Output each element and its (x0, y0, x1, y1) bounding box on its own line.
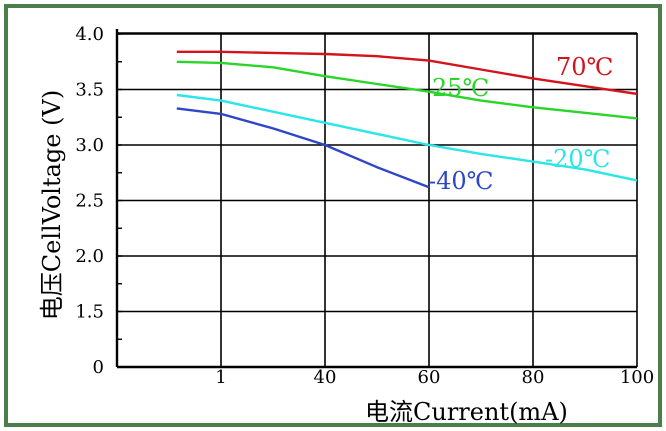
axes (115, 29, 637, 369)
y-tick-labels: 0 1.5 2.0 2.5 3.0 3.5 4.0 (75, 24, 104, 378)
y-tick-label: 3.0 (75, 135, 104, 156)
plot-area: 1 40 60 80 100 0 1.5 2.0 2.5 3.0 3.5 4.0 70℃ 25℃ -20… (75, 24, 654, 388)
x-tick-label: 80 (522, 367, 545, 388)
series-line (176, 60, 638, 120)
y-tick-label: 0 (93, 357, 104, 378)
grid-lines (117, 32, 638, 367)
y-axis-label: 电压CellVoltage (V) (38, 90, 66, 320)
x-axis-label: 电流Current(mA) (365, 398, 568, 426)
series-label: 25℃ (432, 74, 489, 102)
series-labels: 70℃ 25℃ -20℃ -40℃ (428, 53, 613, 195)
series-line (176, 50, 638, 96)
x-tick-labels: 1 40 60 80 100 (215, 367, 654, 388)
y-tick-label: 2.5 (75, 191, 104, 212)
series-label: -40℃ (428, 167, 494, 195)
y-tick-label: 3.5 (75, 80, 104, 101)
series-lines (176, 50, 638, 189)
x-tick-label: 100 (620, 367, 654, 388)
x-tick-label: 60 (418, 367, 441, 388)
x-tick-label: 1 (215, 367, 226, 388)
x-tick-label: 40 (314, 367, 337, 388)
series-label: 70℃ (556, 53, 613, 81)
series-line (176, 93, 638, 182)
series-label: -20℃ (545, 145, 611, 173)
y-tick-label: 4.0 (75, 24, 104, 45)
y-tick-label: 2.0 (75, 246, 104, 267)
chart-border (4, 4, 662, 427)
series-line (176, 107, 430, 189)
y-tick-label: 1.5 (75, 302, 104, 323)
